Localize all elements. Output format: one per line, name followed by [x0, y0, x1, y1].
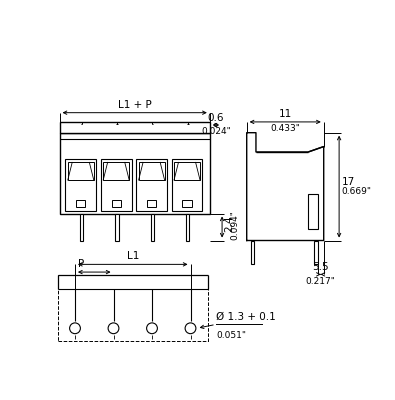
- Text: L1: L1: [126, 251, 139, 261]
- Bar: [314, 240, 318, 264]
- Text: Ø 1.3 + 0.1: Ø 1.3 + 0.1: [216, 312, 276, 322]
- Bar: [60, 133, 210, 214]
- Bar: [136, 159, 167, 211]
- Bar: [147, 200, 156, 207]
- Text: 0.669": 0.669": [341, 187, 371, 196]
- Bar: [68, 162, 94, 180]
- Text: P: P: [78, 259, 85, 269]
- Text: 5.5: 5.5: [312, 262, 329, 272]
- Text: 0.433": 0.433": [270, 124, 300, 133]
- Bar: [103, 162, 129, 180]
- Bar: [151, 214, 154, 240]
- Text: 0.217": 0.217": [306, 277, 336, 286]
- Text: 11: 11: [278, 109, 292, 119]
- Bar: [111, 200, 121, 207]
- Text: L1 + P: L1 + P: [118, 100, 152, 110]
- Bar: [60, 122, 210, 133]
- Bar: [250, 240, 254, 264]
- Bar: [80, 214, 83, 240]
- Bar: [308, 194, 318, 229]
- Bar: [115, 214, 118, 240]
- Bar: [58, 275, 208, 341]
- Text: 2.4: 2.4: [224, 216, 234, 232]
- Text: 0.6: 0.6: [208, 113, 224, 123]
- Polygon shape: [247, 133, 324, 240]
- Bar: [182, 200, 192, 207]
- Text: 0.024": 0.024": [201, 127, 231, 136]
- Text: 0.051": 0.051": [216, 330, 246, 340]
- Bar: [101, 159, 132, 211]
- Bar: [66, 159, 96, 211]
- Bar: [139, 162, 165, 180]
- Text: 0.094": 0.094": [231, 210, 239, 240]
- Bar: [172, 159, 202, 211]
- Text: 17: 17: [341, 177, 355, 187]
- Bar: [174, 162, 200, 180]
- Bar: [186, 214, 189, 240]
- Bar: [76, 200, 85, 207]
